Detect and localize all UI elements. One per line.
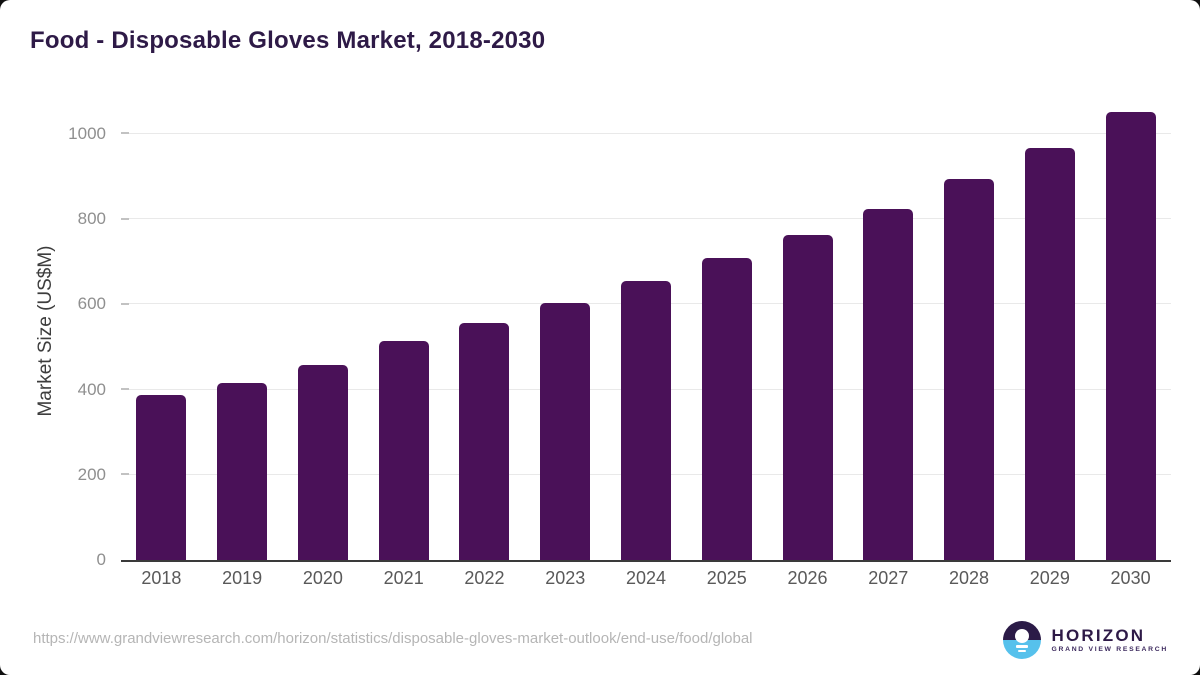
bar-slot-2023 bbox=[525, 102, 606, 560]
bar-slot-2018 bbox=[121, 102, 202, 560]
horizon-reflection-icon bbox=[1018, 649, 1027, 652]
bar-slot-2020 bbox=[283, 102, 364, 560]
gridline-800 bbox=[121, 217, 1171, 220]
x-tick-label-2026: 2026 bbox=[787, 568, 828, 588]
y-tick-label-600: 600 bbox=[77, 294, 106, 314]
y-tick-label-200: 200 bbox=[77, 464, 106, 484]
x-tick-label-2028: 2028 bbox=[949, 568, 990, 588]
page-title: Food - Disposable Gloves Market, 2018-20… bbox=[30, 27, 546, 54]
bar-2027 bbox=[863, 208, 914, 560]
bar-slot-2027 bbox=[848, 102, 929, 560]
bar-slot-2025 bbox=[686, 102, 767, 560]
bar-2029 bbox=[1024, 148, 1075, 560]
x-tick-label-2023: 2023 bbox=[545, 568, 586, 588]
bar-2020 bbox=[297, 364, 348, 560]
bar-slot-2026 bbox=[767, 102, 848, 560]
bar-series bbox=[121, 102, 1171, 560]
y-tick-label-0: 0 bbox=[96, 550, 106, 569]
x-tick-label-2018: 2018 bbox=[141, 568, 182, 588]
x-tick-label-2027: 2027 bbox=[868, 568, 909, 588]
y-tick-label-1000: 1000 bbox=[68, 123, 106, 143]
horizon-logo-icon bbox=[1003, 621, 1042, 659]
logo-text: HORIZON GRAND VIEW RESEARCH bbox=[1051, 627, 1168, 654]
bar-2022 bbox=[459, 322, 510, 560]
x-tick-label-2024: 2024 bbox=[625, 568, 666, 588]
bar-slot-2028 bbox=[929, 102, 1010, 560]
x-axis-tick-labels: 2018 2019 2020 2021 2022 2023 2024 2025 2026 2027… bbox=[121, 568, 1171, 589]
horizon-logo: HORIZON GRAND VIEW RESEARCH bbox=[1003, 621, 1168, 659]
gridline-1000 bbox=[121, 132, 1171, 135]
x-tick-label-2021: 2021 bbox=[383, 568, 424, 588]
y-tick-label-800: 800 bbox=[77, 209, 106, 229]
bar-slot-2021 bbox=[363, 102, 444, 560]
sun-icon bbox=[1015, 629, 1030, 643]
bar-slot-2029 bbox=[1009, 102, 1090, 560]
bar-slot-2030 bbox=[1090, 102, 1171, 560]
plot-area bbox=[121, 102, 1171, 562]
bar-2018 bbox=[136, 394, 187, 560]
y-tick-label-400: 400 bbox=[77, 379, 106, 399]
x-tick-label-2022: 2022 bbox=[464, 568, 505, 588]
source-url: https://www.grandviewresearch.com/horizo… bbox=[33, 630, 753, 647]
x-tick-label-2025: 2025 bbox=[706, 568, 747, 588]
bar-2019 bbox=[217, 383, 268, 560]
logo-subtitle: GRAND VIEW RESEARCH bbox=[1051, 645, 1168, 653]
x-tick-label-2020: 2020 bbox=[302, 568, 343, 588]
bar-2028 bbox=[944, 179, 995, 560]
bar-2026 bbox=[782, 234, 833, 560]
bar-2021 bbox=[378, 341, 429, 560]
x-tick-label-2029: 2029 bbox=[1029, 568, 1070, 588]
bar-2025 bbox=[701, 258, 752, 560]
bar-slot-2019 bbox=[202, 102, 283, 560]
bar-slot-2022 bbox=[444, 102, 525, 560]
bar-2030 bbox=[1105, 112, 1156, 560]
bar-2023 bbox=[540, 302, 591, 560]
logo-name: HORIZON bbox=[1051, 625, 1146, 645]
horizon-reflection-icon bbox=[1016, 645, 1029, 648]
bar-slot-2024 bbox=[606, 102, 687, 560]
bar-2024 bbox=[620, 280, 671, 560]
x-tick-label-2019: 2019 bbox=[222, 568, 263, 588]
x-tick-label-2030: 2030 bbox=[1110, 568, 1151, 588]
y-axis-tick-labels: 0 200 400 600 800 1000 bbox=[30, 102, 106, 569]
